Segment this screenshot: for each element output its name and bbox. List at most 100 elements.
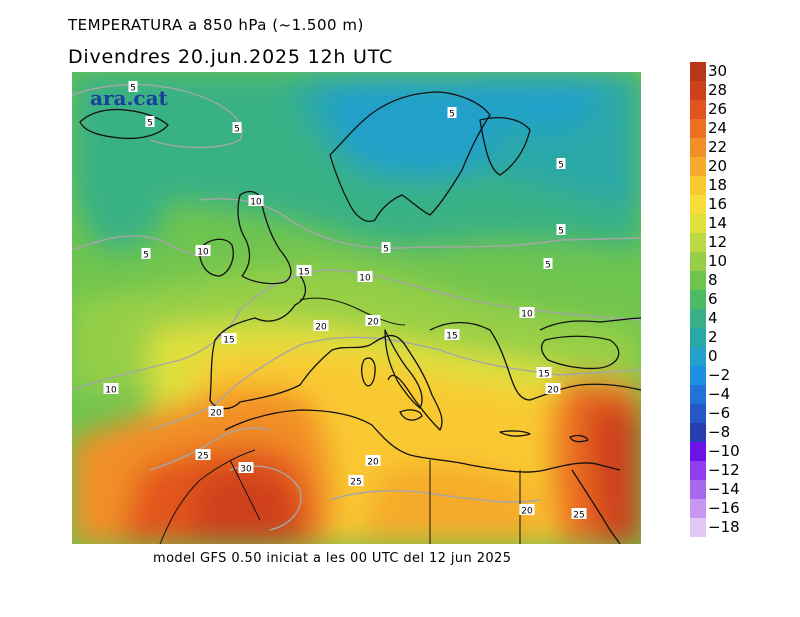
svg-text:10: 10 — [250, 198, 262, 208]
legend-swatch — [690, 347, 706, 366]
contour-label: 15 — [536, 367, 552, 380]
legend-label: 6 — [708, 290, 718, 308]
legend-label: 24 — [708, 119, 728, 137]
legend-label: 28 — [708, 81, 728, 99]
chart-title: TEMPERATURA a 850 hPa (~1.500 m) — [68, 16, 364, 34]
legend-swatch — [690, 499, 706, 518]
legend-label: 16 — [708, 195, 728, 213]
contour-label: 5 — [145, 116, 155, 129]
svg-text:5: 5 — [545, 261, 551, 271]
svg-text:15: 15 — [446, 332, 457, 342]
contour-label: 15 — [444, 329, 460, 342]
chart-subtitle: Divendres 20.jun.2025 12h UTC — [68, 46, 394, 68]
contour-label: 15 — [221, 333, 237, 346]
legend-label: 12 — [708, 233, 728, 251]
legend-swatch — [690, 195, 706, 214]
legend-label: −6 — [708, 404, 731, 422]
svg-text:30: 30 — [240, 465, 252, 475]
legend-label: 8 — [708, 271, 718, 289]
temperature-map: 5 5 5 5 5 5 5 5 5 10 10 10 10 10 15 15 15 15 20 20 20 20 20 20 2… — [72, 72, 641, 544]
legend-swatch — [690, 480, 706, 499]
svg-text:20: 20 — [210, 409, 222, 419]
temperature-field — [72, 72, 641, 544]
svg-text:5: 5 — [234, 125, 240, 135]
svg-text:5: 5 — [147, 119, 153, 129]
svg-text:5: 5 — [383, 245, 389, 255]
svg-text:5: 5 — [449, 110, 455, 120]
brand-logo: ara.cat — [90, 86, 168, 110]
svg-text:20: 20 — [315, 323, 327, 333]
legend-swatch — [690, 366, 706, 385]
legend-swatch — [690, 423, 706, 442]
contour-label: 10 — [248, 195, 264, 208]
legend-swatch — [690, 271, 706, 290]
contour-label: 5 — [556, 158, 566, 171]
legend-label: −14 — [708, 480, 740, 498]
legend-swatch — [690, 138, 706, 157]
legend-swatch — [690, 214, 706, 233]
contour-label: 5 — [556, 224, 566, 237]
legend-swatch — [690, 157, 706, 176]
svg-text:20: 20 — [367, 318, 379, 328]
legend-label: 2 — [708, 328, 718, 346]
svg-text:10: 10 — [105, 386, 117, 396]
svg-text:15: 15 — [538, 370, 549, 380]
legend-label: 22 — [708, 138, 728, 156]
svg-text:20: 20 — [521, 507, 533, 517]
legend-label: 30 — [708, 62, 728, 80]
svg-text:5: 5 — [558, 161, 564, 171]
svg-text:5: 5 — [143, 251, 149, 261]
contour-label: 10 — [519, 307, 535, 320]
svg-text:10: 10 — [359, 274, 371, 284]
contour-label-layer: 5 5 5 5 5 5 5 5 5 10 10 10 10 10 15 15 15 15 20 20 20 20 20 20 2… — [103, 81, 587, 521]
legend-swatch — [690, 62, 706, 81]
contour-label: 15 — [296, 265, 312, 278]
contour-label: 20 — [365, 455, 381, 468]
legend-swatch — [690, 100, 706, 119]
legend-label: −10 — [708, 442, 740, 460]
svg-text:25: 25 — [573, 511, 584, 521]
legend-swatch — [690, 176, 706, 195]
legend-swatch — [690, 252, 706, 271]
svg-text:5: 5 — [130, 84, 136, 94]
legend-label: 20 — [708, 157, 728, 175]
legend-label: 18 — [708, 176, 728, 194]
legend-swatch — [690, 119, 706, 138]
contour-label: 25 — [348, 475, 364, 488]
legend-label: 4 — [708, 309, 718, 327]
coastlines — [79, 91, 641, 544]
legend-label: 10 — [708, 252, 728, 270]
legend-label: −2 — [708, 366, 731, 384]
svg-text:15: 15 — [298, 268, 309, 278]
contour-label: 5 — [381, 242, 391, 255]
contour-label: 20 — [365, 315, 381, 328]
contour-label: 20 — [545, 383, 561, 396]
svg-text:10: 10 — [521, 310, 533, 320]
contour-label: 20 — [519, 504, 535, 517]
color-legend — [690, 62, 706, 537]
contour-label: 5 — [232, 122, 242, 135]
svg-text:15: 15 — [223, 336, 234, 346]
svg-text:25: 25 — [197, 452, 208, 462]
svg-text:20: 20 — [547, 386, 559, 396]
legend-swatch — [690, 328, 706, 347]
svg-text:5: 5 — [558, 227, 564, 237]
legend-label: −8 — [708, 423, 731, 441]
contour-label: 5 — [447, 107, 457, 120]
legend-swatch — [690, 233, 706, 252]
contour-label: 5 — [141, 248, 151, 261]
legend-label: 26 — [708, 100, 728, 118]
contour-label: 20 — [208, 406, 224, 419]
contour-label: 5 — [543, 258, 553, 271]
legend-swatch — [690, 518, 706, 537]
legend-swatch — [690, 81, 706, 100]
contour-label: 20 — [313, 320, 329, 333]
legend-label: 0 — [708, 347, 718, 365]
contour-label: 10 — [357, 271, 373, 284]
legend-label: −12 — [708, 461, 740, 479]
legend-swatch — [690, 404, 706, 423]
legend-label: −18 — [708, 518, 740, 536]
legend-label: −4 — [708, 385, 731, 403]
contour-label: 25 — [571, 508, 587, 521]
contour-label: 10 — [103, 383, 119, 396]
